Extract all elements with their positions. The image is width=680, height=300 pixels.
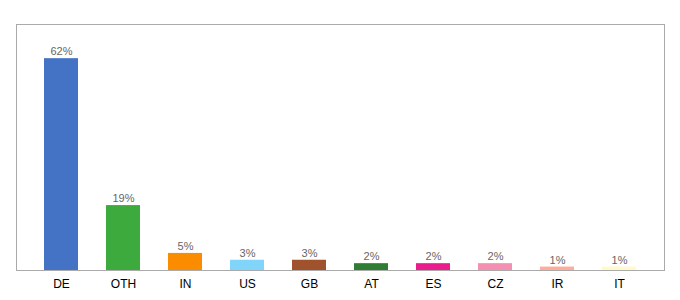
- svg-text:OTH: OTH: [111, 277, 136, 291]
- svg-text:US: US: [239, 277, 256, 291]
- svg-text:2%: 2%: [426, 250, 442, 262]
- svg-text:GB: GB: [301, 277, 318, 291]
- svg-text:1%: 1%: [550, 254, 566, 266]
- svg-text:ES: ES: [425, 277, 441, 291]
- svg-text:2%: 2%: [488, 250, 504, 262]
- svg-text:1%: 1%: [612, 254, 628, 266]
- svg-text:AT: AT: [364, 277, 379, 291]
- svg-text:IN: IN: [180, 277, 192, 291]
- svg-text:5%: 5%: [178, 240, 194, 252]
- svg-text:3%: 3%: [240, 247, 256, 259]
- svg-text:CZ: CZ: [488, 277, 504, 291]
- svg-text:IT: IT: [614, 277, 625, 291]
- svg-text:19%: 19%: [112, 192, 134, 204]
- svg-text:62%: 62%: [50, 45, 72, 57]
- svg-text:IR: IR: [552, 277, 564, 291]
- svg-text:DE: DE: [53, 277, 70, 291]
- svg-text:2%: 2%: [364, 250, 380, 262]
- svg-text:3%: 3%: [302, 247, 318, 259]
